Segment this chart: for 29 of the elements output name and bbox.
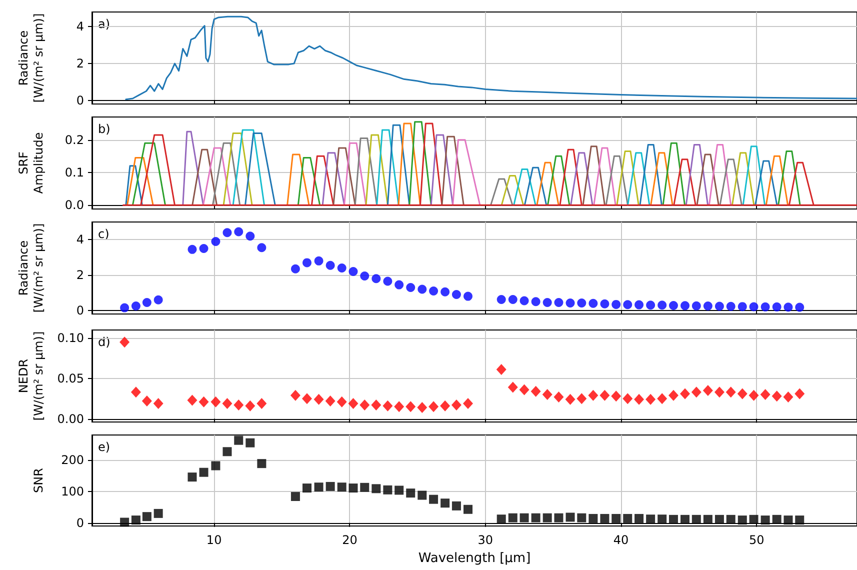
x-axis-title: Wavelength [µm] [418, 551, 531, 566]
y-tick-label: 0.10 [57, 331, 84, 346]
y-tick-label: 4 [76, 232, 84, 247]
y-tick-label: 0.00 [57, 412, 84, 426]
annotation: b) [98, 122, 110, 136]
y-axis-title: SNR [32, 468, 46, 493]
y-tick-label: 0.1 [64, 165, 84, 180]
x-tick-label: 10 [206, 533, 222, 547]
y-tick-label: 200 [61, 453, 84, 468]
y-axis-title: NEDR [W/(m² sr µm)] [16, 331, 46, 421]
y-axis-title: Radiance [W/(m² sr µm)] [16, 13, 46, 103]
annotation: e) [98, 440, 110, 454]
x-tick-label: 20 [342, 533, 358, 547]
annotation: c) [98, 227, 110, 241]
y-tick-label: 0 [76, 93, 84, 108]
y-tick-label: 0.05 [57, 371, 84, 386]
y-tick-label: 0 [76, 516, 84, 530]
y-tick-label: 100 [61, 484, 84, 498]
y-tick-label: 0.0 [64, 198, 84, 212]
x-tick-label: 50 [748, 533, 764, 547]
y-axis-title: Radiance [W/(m² sr µm)] [16, 223, 46, 313]
y-tick-label: 0.2 [64, 132, 84, 147]
x-tick-label: 40 [613, 533, 629, 547]
y-tick-label: 4 [76, 20, 84, 34]
x-tick-label: 30 [478, 533, 493, 547]
y-tick-label: 2 [76, 56, 84, 71]
y-tick-label: 0 [76, 303, 84, 318]
y-axis-title: SRF Amplitude [16, 132, 46, 194]
y-tick-label: 2 [76, 268, 84, 282]
